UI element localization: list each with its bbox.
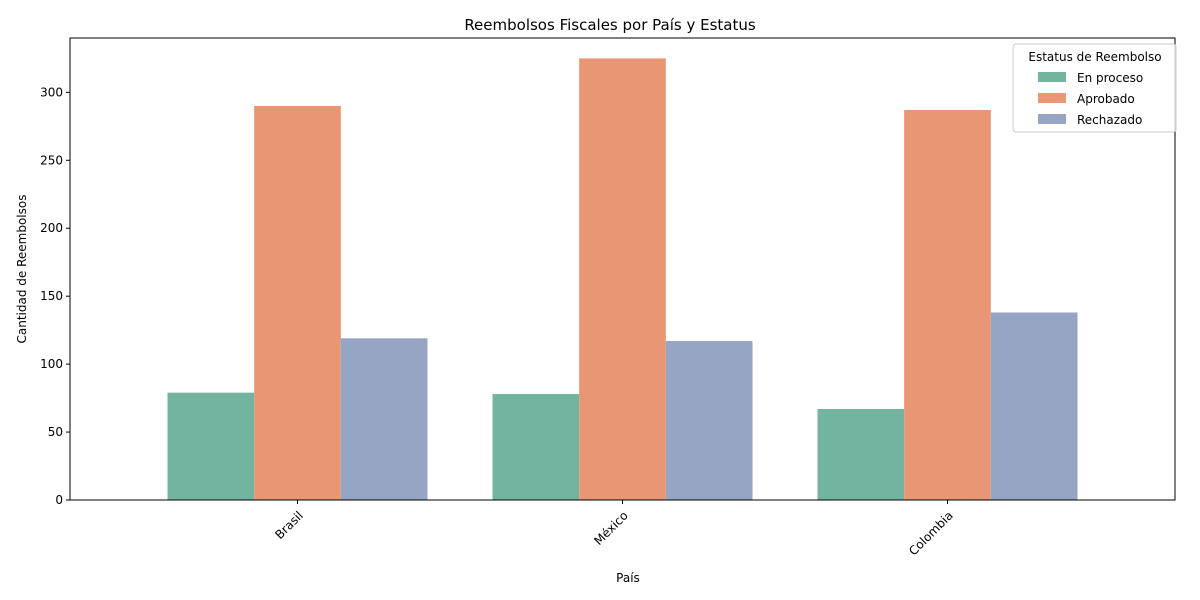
y-tick-label: 150	[40, 289, 63, 303]
y-axis-title: Cantidad de Reembolsos	[15, 195, 29, 344]
legend: Estatus de Reembolso En proceso Aprobado R…	[1012, 43, 1177, 133]
x-tick-label: Brasil	[272, 508, 306, 542]
bar-brasil-aprobado	[254, 105, 341, 501]
bar-brasil-rechazado	[340, 338, 428, 500]
bar-colombia-en-proceso	[817, 408, 905, 500]
legend-title: Estatus de Reembolso	[1028, 50, 1161, 64]
x-tick-label: México	[591, 508, 631, 548]
bar-mexico-aprobado	[579, 58, 666, 500]
y-tick-label: 200	[40, 221, 63, 235]
legend-box	[1012, 43, 1177, 133]
y-tick-label: 50	[48, 425, 63, 439]
y-tick-label: 250	[40, 153, 63, 167]
y-axis: 0 50 100 150 200 250 300	[40, 85, 70, 507]
legend-label: En proceso	[1077, 71, 1143, 85]
bar-colombia-aprobado	[904, 110, 991, 501]
legend-label: Aprobado	[1077, 92, 1135, 106]
chart-title: Reembolsos Fiscales por País y Estatus	[464, 16, 756, 34]
legend-label: Rechazado	[1077, 113, 1142, 127]
x-tick-label: Colombia	[906, 508, 956, 558]
legend-entries: En proceso Aprobado Rechazado	[1038, 71, 1143, 127]
bar-mexico-rechazado	[665, 341, 753, 500]
x-axis: Brasil México Colombia	[272, 500, 956, 558]
bar-colombia-rechazado	[990, 312, 1078, 500]
y-tick-label: 0	[55, 493, 63, 507]
bars-layer	[167, 58, 1078, 501]
bar-mexico-en-proceso	[492, 394, 580, 500]
bar-brasil-en-proceso	[167, 392, 255, 500]
y-tick-label: 300	[40, 85, 63, 99]
x-axis-title: País	[616, 571, 640, 585]
legend-swatch-en-proceso	[1038, 72, 1066, 82]
legend-swatch-aprobado	[1038, 93, 1066, 103]
y-tick-label: 100	[40, 357, 63, 371]
legend-swatch-rechazado	[1038, 114, 1066, 124]
